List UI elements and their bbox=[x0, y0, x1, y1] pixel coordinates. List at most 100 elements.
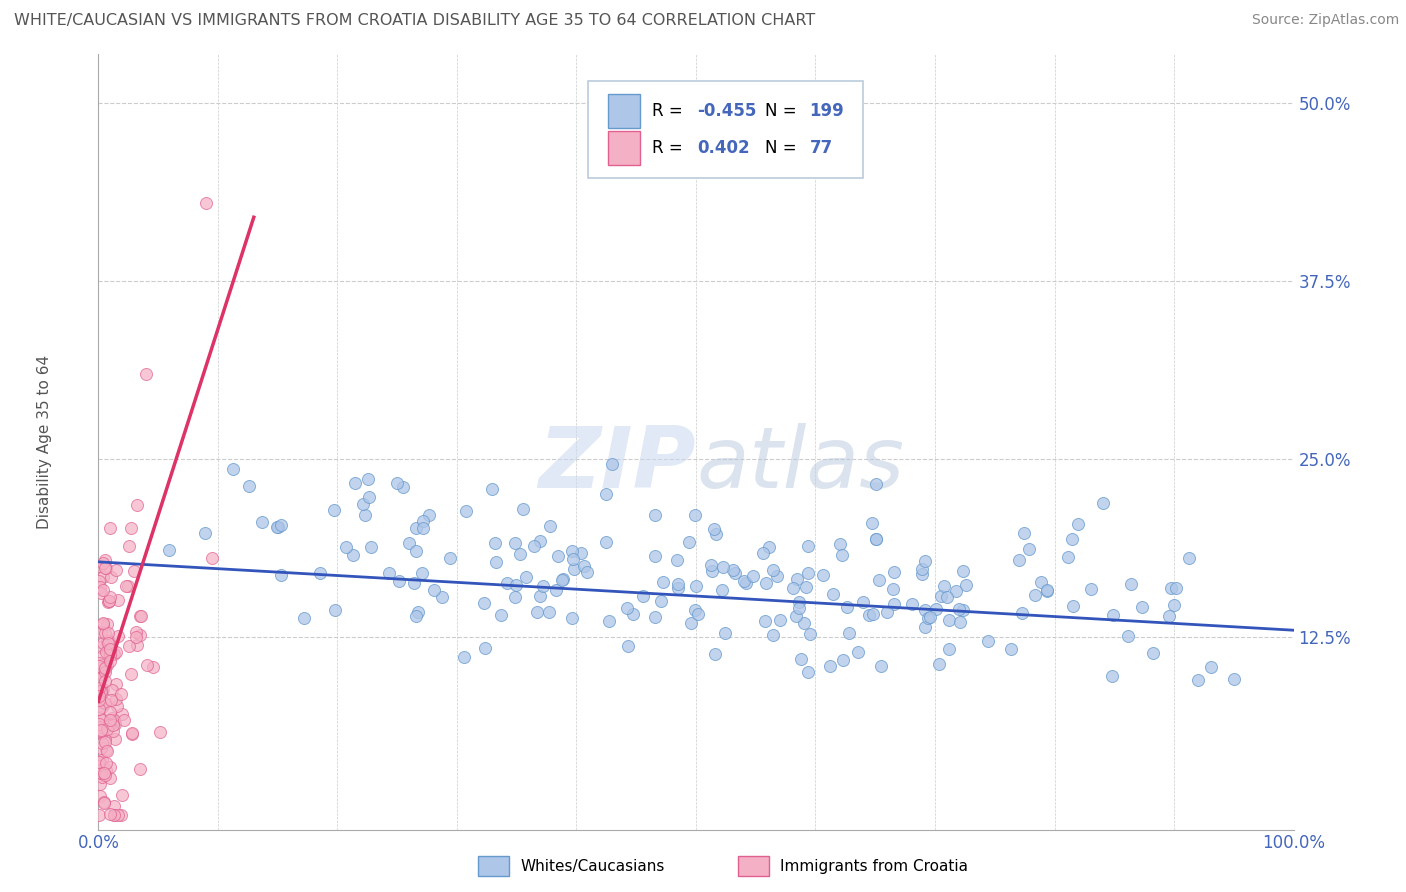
Point bbox=[917, 611, 939, 625]
Point bbox=[335, 540, 357, 554]
Point bbox=[723, 566, 745, 581]
Point bbox=[868, 573, 890, 587]
Point bbox=[652, 575, 675, 590]
Point bbox=[914, 602, 936, 616]
Point bbox=[90, 766, 112, 780]
Point bbox=[935, 590, 957, 604]
Point bbox=[129, 609, 152, 624]
Point bbox=[87, 716, 110, 731]
Point bbox=[93, 696, 115, 710]
Point bbox=[678, 534, 700, 549]
Point bbox=[91, 682, 114, 697]
Point bbox=[357, 490, 380, 504]
Point bbox=[685, 579, 707, 593]
Point bbox=[621, 607, 644, 621]
Point bbox=[360, 540, 382, 554]
Point bbox=[129, 762, 152, 776]
Point bbox=[1222, 672, 1244, 686]
Point bbox=[110, 687, 132, 701]
Point bbox=[955, 578, 977, 592]
Point bbox=[94, 561, 117, 575]
Text: R =: R = bbox=[652, 102, 688, 120]
Point bbox=[107, 629, 129, 643]
Text: WHITE/CAUCASIAN VS IMMIGRANTS FROM CROATIA DISABILITY AGE 35 TO 64 CORRELATION C: WHITE/CAUCASIAN VS IMMIGRANTS FROM CROAT… bbox=[14, 13, 815, 29]
Text: N =: N = bbox=[765, 102, 803, 120]
Point bbox=[117, 579, 139, 593]
Point bbox=[90, 740, 112, 755]
Point bbox=[101, 711, 124, 725]
Text: Disability Age 35 to 64: Disability Age 35 to 64 bbox=[37, 354, 52, 529]
Point bbox=[1091, 496, 1114, 510]
Point bbox=[910, 562, 932, 576]
Point bbox=[765, 569, 787, 583]
Point bbox=[454, 504, 477, 518]
Point bbox=[93, 796, 115, 810]
Point bbox=[93, 615, 115, 630]
Point bbox=[91, 583, 114, 598]
Point bbox=[103, 713, 125, 727]
Point bbox=[835, 599, 858, 614]
Point bbox=[1116, 629, 1139, 643]
Point bbox=[342, 548, 364, 562]
Point bbox=[107, 808, 129, 822]
Point bbox=[553, 572, 575, 586]
Point bbox=[93, 765, 115, 780]
Point bbox=[439, 551, 461, 566]
Point bbox=[799, 627, 821, 641]
Point bbox=[101, 723, 124, 738]
Point bbox=[91, 684, 114, 698]
Point bbox=[120, 521, 142, 535]
Point bbox=[87, 658, 110, 673]
Point bbox=[1121, 577, 1143, 591]
Point bbox=[103, 798, 125, 813]
Point bbox=[90, 658, 112, 673]
Point bbox=[100, 692, 122, 706]
Point bbox=[103, 808, 125, 822]
Point bbox=[104, 731, 127, 746]
Point bbox=[412, 514, 434, 528]
Point bbox=[89, 672, 111, 686]
Point bbox=[914, 620, 936, 634]
Point bbox=[378, 566, 401, 581]
Point bbox=[412, 521, 434, 535]
Point bbox=[97, 593, 120, 607]
Point bbox=[700, 558, 723, 573]
Point bbox=[91, 699, 114, 714]
Point bbox=[405, 521, 427, 535]
Point bbox=[503, 591, 526, 605]
Point bbox=[537, 605, 560, 619]
Point bbox=[762, 563, 785, 577]
Point bbox=[89, 657, 111, 671]
Point bbox=[1101, 669, 1123, 683]
Point bbox=[94, 661, 117, 675]
Point bbox=[1024, 588, 1046, 602]
Point bbox=[122, 564, 145, 578]
Point bbox=[323, 602, 346, 616]
Point bbox=[787, 595, 810, 609]
Point bbox=[292, 611, 315, 625]
Point bbox=[883, 597, 905, 611]
Point bbox=[787, 601, 810, 615]
Point bbox=[883, 565, 905, 579]
Point bbox=[713, 560, 735, 574]
Point bbox=[600, 457, 623, 471]
Point bbox=[135, 658, 157, 673]
Point bbox=[87, 758, 110, 772]
Point bbox=[89, 808, 111, 822]
Point bbox=[945, 583, 967, 598]
Point bbox=[650, 594, 672, 608]
Point bbox=[89, 720, 111, 734]
Point bbox=[89, 689, 111, 703]
Point bbox=[91, 648, 114, 663]
Point bbox=[112, 713, 135, 727]
Point bbox=[838, 625, 860, 640]
Point bbox=[195, 196, 218, 211]
Point bbox=[105, 691, 128, 706]
Point bbox=[823, 587, 845, 601]
Point bbox=[87, 756, 110, 770]
Point bbox=[98, 642, 121, 657]
Point bbox=[666, 581, 689, 595]
Point bbox=[952, 565, 974, 579]
Point bbox=[489, 608, 512, 623]
Point bbox=[797, 566, 820, 581]
